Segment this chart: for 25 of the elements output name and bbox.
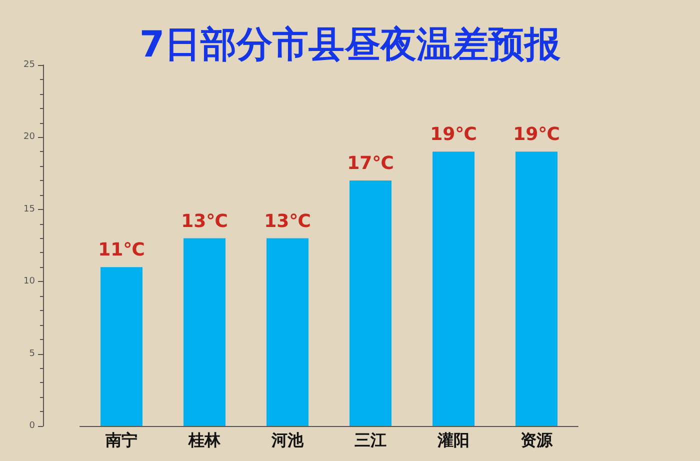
data-label: 17℃ [347, 153, 394, 174]
bar [266, 238, 308, 426]
y-tick-label: 5 [29, 348, 35, 359]
y-tick-label: 20 [24, 132, 36, 142]
bar [350, 180, 392, 426]
chart-title: 7日部分市县昼夜温差预报 [139, 24, 562, 66]
y-tick-label: 10 [24, 276, 36, 287]
x-tick-label: 三江 [354, 430, 386, 450]
x-tick-label: 南宁 [104, 430, 138, 450]
y-tick-label: 0 [29, 421, 36, 431]
bar [516, 152, 558, 426]
bar [432, 152, 474, 426]
x-tick-label: 灌阳 [436, 430, 470, 450]
data-label: 19℃ [513, 124, 560, 146]
y-tick-label: 25 [24, 60, 35, 70]
x-tick-label: 桂林 [188, 430, 222, 450]
data-label: 13℃ [264, 210, 311, 232]
data-label: 11℃ [98, 240, 145, 261]
bar [100, 267, 142, 426]
bar [184, 238, 226, 426]
data-label: 19℃ [430, 124, 477, 146]
data-label: 13℃ [181, 210, 228, 232]
x-tick-label: 河池 [270, 430, 304, 450]
y-tick-label: 15 [24, 204, 35, 214]
x-tick-label: 资源 [520, 430, 554, 450]
